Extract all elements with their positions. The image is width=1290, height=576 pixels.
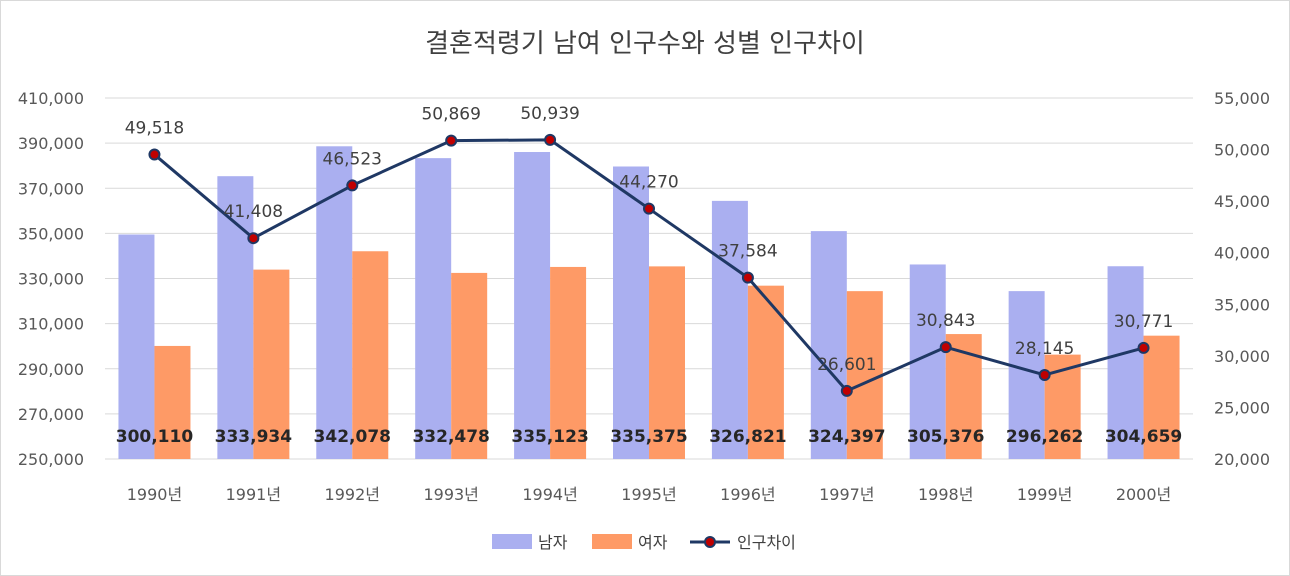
bar-female-data-label: 333,934 [215,427,293,447]
bar-male [711,200,748,459]
bar-male [1107,266,1144,459]
y-right-tick-label: 25,000 [1214,398,1270,417]
line-data-label: 46,523 [323,149,382,169]
x-tick-label: 1995년 [621,485,676,504]
line-marker [741,271,754,284]
line-data-label: 50,869 [421,105,480,125]
y-left-tick-label: 290,000 [18,360,84,379]
x-tick-label: 1994년 [522,485,577,504]
bar-female-data-label: 324,397 [808,427,885,447]
bar-female [550,266,587,459]
line-marker [247,232,260,245]
line-data-label: 28,145 [1015,339,1074,359]
bar-male [118,234,155,459]
legend-label-difference: 인구차이 [737,533,796,552]
bar-female [253,269,290,459]
bar-male [415,158,452,459]
y-left-tick-label: 310,000 [18,315,84,334]
bar-female-data-label: 300,110 [116,427,194,447]
bar-male [810,231,847,459]
y-left-tick-label: 270,000 [18,405,84,424]
y-right-tick-label: 45,000 [1214,192,1270,211]
line-data-label: 37,584 [718,242,777,262]
bar-male [316,146,353,459]
y-left-tick-label: 370,000 [18,179,84,198]
bar-female-data-label: 335,375 [610,427,687,447]
x-tick-label: 1993년 [423,485,478,504]
bar-male [514,152,551,459]
line-data-label: 41,408 [224,202,283,222]
bar-female [649,266,685,459]
y-left-tick-label: 350,000 [18,224,84,243]
line-marker [544,133,557,146]
bar-female-data-label: 335,123 [511,427,588,447]
bar-female-data-label: 326,821 [709,427,786,447]
x-tick-label: 1997년 [819,485,874,504]
line-data-label: 50,939 [520,104,579,124]
bar-female-data-label: 296,262 [1006,427,1083,447]
line-data-label: 26,601 [817,355,876,375]
x-tick-label: 1999년 [1017,485,1072,504]
bar-female-data-label: 342,078 [314,427,391,447]
line-data-label: 44,270 [619,173,678,193]
bar-female-data-label: 305,376 [907,427,984,447]
line-marker [346,179,359,192]
y-right-tick-label: 40,000 [1214,244,1270,263]
legend-swatch-male [492,534,532,549]
bar-female [352,251,389,459]
line-data-label: 30,771 [1114,312,1173,332]
legend-label-male: 남자 [538,533,568,552]
bar-female [747,285,784,459]
y-left-tick-label: 330,000 [18,270,84,289]
bar-female [846,291,883,459]
legend-swatch-female [592,534,632,549]
legend-label-female: 여자 [638,533,668,552]
x-tick-label: 1990년 [127,485,182,504]
y-right-tick-label: 30,000 [1214,347,1270,366]
y-right-tick-label: 50,000 [1214,141,1270,160]
line-marker [1038,368,1051,381]
bar-female [451,272,488,459]
bar-male [1008,291,1045,459]
y-right-tick-label: 55,000 [1214,89,1270,108]
x-tick-label: 1991년 [226,485,281,504]
line-marker [445,134,458,147]
y-left-tick-label: 250,000 [18,450,84,469]
bar-female-data-label: 332,478 [412,427,489,447]
bar-female [154,345,191,459]
x-tick-label: 1992년 [325,485,380,504]
x-tick-label: 1996년 [720,485,775,504]
x-tick-label: 2000년 [1116,485,1171,504]
bar-male [613,166,649,459]
y-left-tick-label: 390,000 [18,134,84,153]
line-marker [939,341,952,354]
line-marker [643,202,655,215]
line-marker [148,148,161,161]
line-marker [840,384,853,397]
legend-swatch-marker [704,536,716,548]
bar-female [1143,335,1180,459]
chart-title: 결혼적령기 남여 인구수와 성별 인구차이 [425,29,865,59]
y-right-tick-label: 20,000 [1214,450,1270,469]
line-marker [1137,341,1150,354]
y-left-tick-label: 410,000 [18,89,84,108]
y-right-tick-label: 35,000 [1214,295,1270,314]
bar-female-data-label: 304,659 [1105,427,1182,447]
x-tick-label: 1998년 [918,485,973,504]
line-data-label: 30,843 [916,311,975,331]
line-data-label: 49,518 [125,119,184,139]
